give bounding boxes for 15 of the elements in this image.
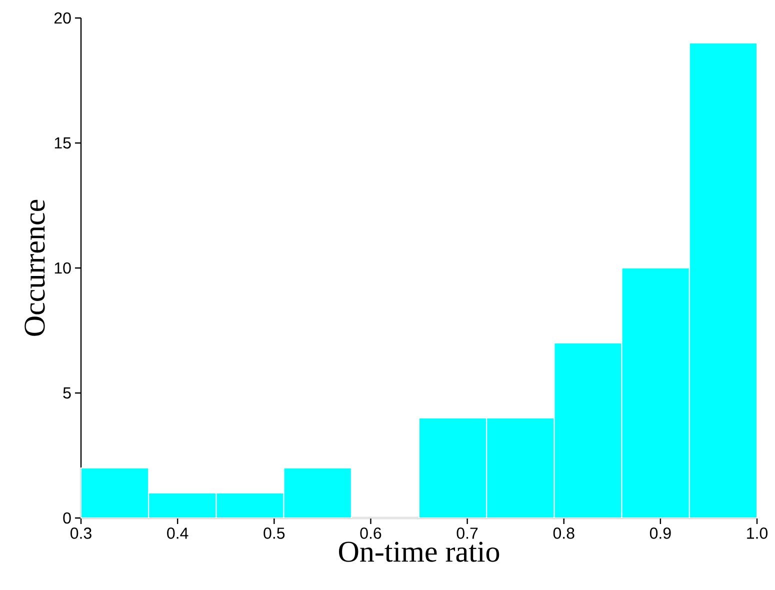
x-tick-label: 0.7: [456, 528, 478, 539]
x-tick-label: 0.4: [167, 528, 188, 539]
y-tick-label: 5: [63, 387, 71, 399]
y-axis-title: Occurrence: [24, 200, 45, 336]
x-tick-label: 0.9: [650, 528, 671, 539]
x-axis-title: On-time ratio: [339, 542, 500, 562]
y-tick-label: 15: [54, 137, 71, 149]
x-tick-label: 1.0: [747, 528, 768, 539]
x-tick-label: 0.3: [70, 528, 92, 539]
y-tick-label: 20: [54, 12, 71, 24]
x-tick-label: 0.5: [264, 528, 285, 539]
x-tick-label: 0.6: [360, 528, 382, 539]
y-tick-label: 0: [63, 512, 71, 524]
x-tick-label: 0.8: [553, 528, 574, 539]
y-tick-label: 10: [54, 262, 71, 274]
